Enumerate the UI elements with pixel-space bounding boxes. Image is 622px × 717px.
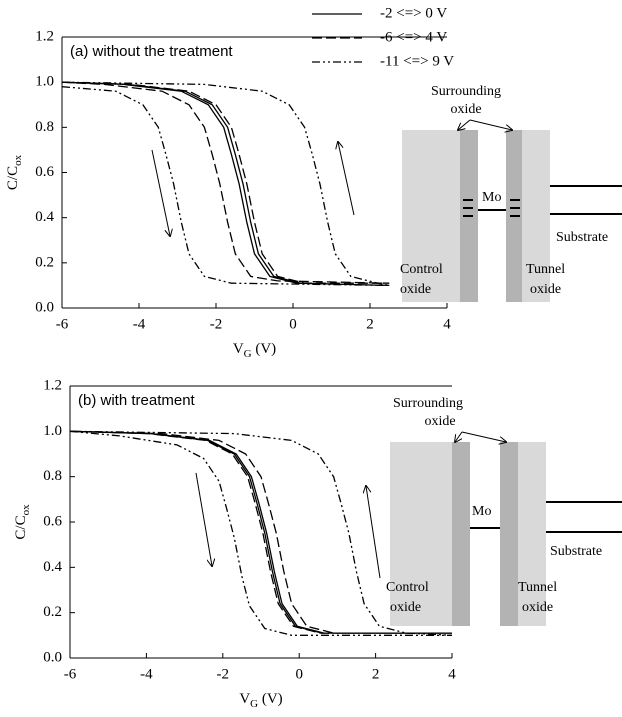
label: Surrounding: [393, 396, 463, 411]
control-oxide-box: [390, 442, 452, 626]
x-tick-label: 0: [295, 666, 303, 682]
y-tick-label: 0.2: [43, 604, 62, 620]
y-tick-label: 0.4: [35, 209, 54, 225]
hysteresis-curve: [61, 81, 390, 284]
x-tick-label: -2: [217, 666, 230, 682]
label: Substrate: [556, 230, 608, 245]
x-tick-label: 0: [289, 316, 297, 332]
y-tick-label: 0.8: [35, 119, 54, 135]
x-tick-label: -6: [56, 316, 69, 332]
label: Mo: [472, 504, 491, 519]
y-axis-label-main: C/C: [13, 515, 29, 539]
y-axis-label: C/Cox: [5, 154, 23, 190]
chart-title: (a) without the treatment: [70, 43, 233, 60]
sweep-arrow: [151, 149, 170, 236]
legend-label: -2 <=> 0 V: [380, 5, 447, 21]
x-axis-label: VG (V): [239, 691, 282, 709]
arrow: [461, 431, 506, 442]
tunnel-oxide-box: [522, 130, 550, 302]
hysteresis-curve: [61, 81, 390, 287]
band-diagram: Surrounding oxide Mo Substrate Control o…: [400, 84, 622, 302]
x-tick-label: -2: [210, 316, 223, 332]
x-tick-label: 4: [448, 666, 456, 682]
x-tick-label: -4: [133, 316, 146, 332]
tunnel-oxide-box: [518, 442, 546, 626]
label: Tunnel: [518, 580, 557, 595]
x-axis-label-sub: G: [250, 698, 258, 710]
y-tick-label: 0.0: [35, 299, 54, 315]
label: Control: [386, 580, 429, 595]
x-axis-label-rest: (V): [258, 691, 283, 707]
arrow: [455, 431, 463, 442]
label: oxide: [530, 282, 561, 297]
arrow: [458, 119, 471, 130]
sweep-arrow: [195, 472, 212, 566]
hysteresis-curve: [61, 81, 390, 287]
label: Tunnel: [526, 262, 565, 277]
label: oxide: [450, 102, 481, 117]
y-tick-label: 1.0: [35, 74, 54, 90]
y-tick-label: 1.2: [43, 377, 62, 393]
arrow: [469, 119, 512, 130]
y-tick-label: 0.6: [35, 164, 54, 180]
label: oxide: [400, 282, 431, 297]
y-axis-label-sub: ox: [12, 154, 24, 166]
hysteresis-curve: [69, 430, 452, 634]
x-axis-label-main: V: [239, 691, 250, 707]
y-tick-label: 0.8: [43, 468, 62, 484]
x-tick-label: 2: [366, 316, 374, 332]
x-tick-label: 4: [443, 316, 451, 332]
chart-title: (b) with treatment: [78, 392, 196, 409]
x-axis-label-main: V: [233, 341, 244, 357]
x-axis-label-sub: G: [244, 348, 252, 360]
trap-levels: [463, 199, 520, 217]
y-axis-label: C/Cox: [13, 504, 31, 540]
legend-label: -11 <=> 9 V: [380, 53, 454, 69]
y-tick-label: 0.2: [35, 254, 54, 270]
label: oxide: [390, 600, 421, 615]
y-tick-label: 0.0: [43, 649, 62, 665]
y-axis-label-main: C/C: [5, 166, 21, 190]
x-axis-label: VG (V): [233, 341, 276, 359]
surrounding-oxide-box: [452, 442, 470, 626]
y-axis-label-sub: ox: [20, 504, 32, 516]
label: oxide: [522, 600, 553, 615]
y-tick-label: 0.6: [43, 513, 62, 529]
y-tick-label: 1.0: [43, 423, 62, 439]
sweep-arrow: [366, 486, 381, 579]
label: Control: [400, 262, 443, 277]
hysteresis-curve: [69, 430, 453, 636]
label: Substrate: [550, 544, 602, 559]
control-oxide-box: [402, 130, 460, 302]
label: Mo: [482, 190, 501, 205]
band-diagram: Surrounding oxide Mo Substrate Control o…: [386, 396, 622, 626]
x-axis-label-rest: (V): [252, 341, 277, 357]
y-tick-label: 0.4: [43, 559, 62, 575]
label: Surrounding: [431, 84, 501, 99]
y-tick-label: 1.2: [35, 28, 54, 44]
label: oxide: [424, 414, 455, 429]
x-tick-label: 2: [372, 666, 380, 682]
x-tick-label: -6: [64, 666, 77, 682]
legend-label: -6 <=> 4 V: [380, 29, 447, 45]
x-tick-label: -4: [140, 666, 153, 682]
hysteresis-curve: [69, 430, 452, 634]
surrounding-oxide-box: [500, 442, 518, 626]
sweep-arrow: [338, 142, 355, 216]
